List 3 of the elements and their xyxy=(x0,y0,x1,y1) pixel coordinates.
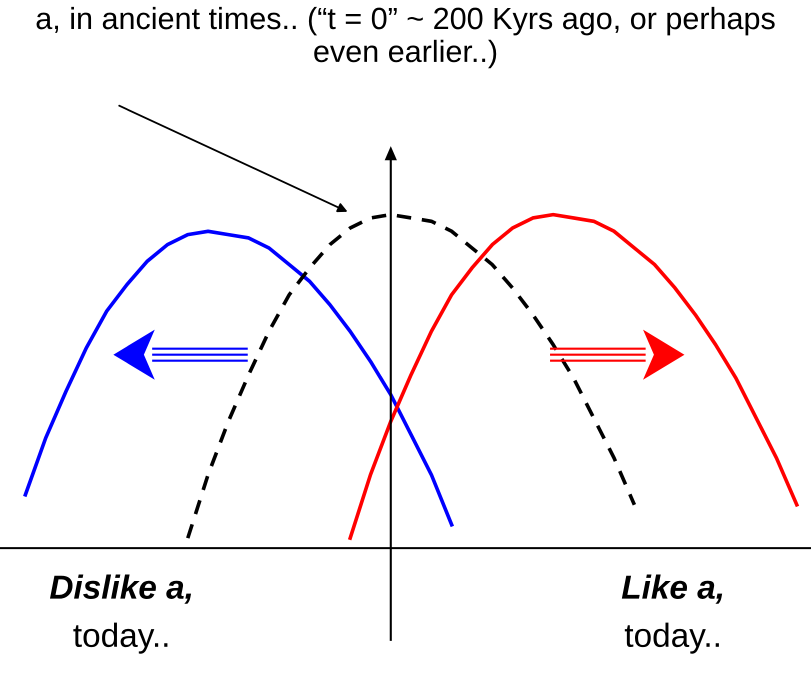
text: Like a, today.. xyxy=(622,574,722,654)
chart-title: a, in ancient times.. (“t = 0” ~ 200 Kyrs ago, or perhaps even earlier..) xyxy=(36,6,775,68)
text: Dislike a, today.. xyxy=(50,574,192,654)
